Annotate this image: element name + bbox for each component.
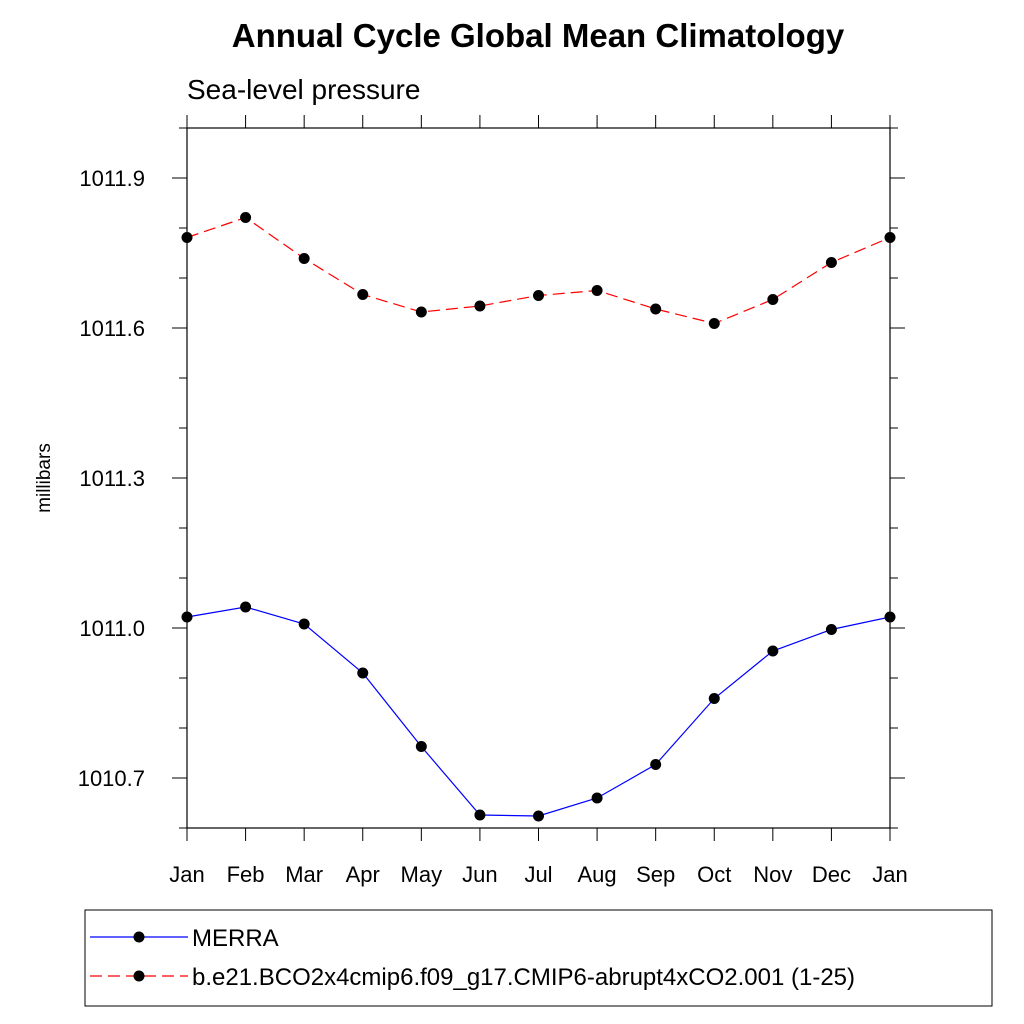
- y-axis-label: millibars: [34, 443, 55, 513]
- data-point: [181, 232, 193, 243]
- data-point: [650, 303, 662, 315]
- series-line: [186, 606, 891, 817]
- data-point: [884, 232, 896, 243]
- data-point: [240, 212, 252, 223]
- x-tick-label: Sep: [636, 862, 675, 887]
- data-point: [357, 667, 369, 679]
- data-point: [591, 285, 603, 296]
- x-tick-label: Jan: [169, 862, 204, 887]
- series-line: [186, 216, 891, 325]
- legend: MERRA b.e21.BCO2x4cmip6.f09_g17.CMIP6-abr…: [90, 925, 855, 991]
- data-point: [650, 759, 662, 770]
- x-tick-label: Mar: [285, 862, 323, 887]
- data-point: [474, 300, 486, 312]
- x-tick-labels: Jan Feb Mar Apr May Jun Jul Aug Sep Oct Nov Dec Jan: [169, 862, 907, 887]
- data-point: [591, 792, 603, 804]
- x-tick-label: Apr: [346, 862, 380, 887]
- chart-title: Annual Cycle Global Mean Climatology: [232, 17, 845, 54]
- data-point: [533, 290, 544, 301]
- data-point: [884, 611, 896, 623]
- y-tick-labels: 1010.7 1011.0 1011.3 1011.6 1011.9: [78, 166, 145, 791]
- data-point: [181, 611, 193, 623]
- data-point: [825, 257, 837, 268]
- legend-label: b.e21.BCO2x4cmip6.f09_g17.CMIP6-abrupt4x…: [192, 964, 855, 991]
- y-tick-label: 1011.0: [79, 616, 145, 641]
- x-tick-label: Jul: [524, 862, 552, 887]
- tick-marks: [172, 115, 905, 841]
- data-point: [533, 810, 544, 822]
- data-point: [767, 645, 779, 657]
- y-tick-label: 1011.6: [79, 316, 145, 341]
- x-tick-label: Jun: [462, 862, 497, 887]
- data-point: [474, 809, 486, 821]
- y-tick-label: 1010.7: [78, 766, 145, 791]
- chart-subtitle: Sea-level pressure: [187, 74, 420, 105]
- data-point: [415, 306, 427, 318]
- y-tick-label: 1011.9: [79, 166, 145, 191]
- series-layer: [181, 212, 896, 822]
- data-point: [415, 741, 427, 752]
- x-tick-label: Nov: [753, 862, 792, 887]
- x-tick-label: Aug: [578, 862, 617, 887]
- plot-frame: [186, 127, 891, 829]
- data-point: [825, 624, 837, 635]
- legend-marker: [133, 931, 145, 943]
- data-point: [298, 253, 310, 264]
- y-tick-label: 1011.3: [79, 466, 145, 491]
- x-tick-label: Oct: [697, 862, 731, 887]
- series-2: [181, 212, 896, 329]
- data-point: [767, 294, 779, 305]
- data-point: [298, 618, 310, 630]
- x-tick-label: Feb: [227, 862, 265, 887]
- data-point: [240, 601, 252, 613]
- series-1: [181, 601, 896, 822]
- data-point: [708, 693, 720, 704]
- data-point: [708, 318, 720, 329]
- x-tick-label: Jan: [872, 862, 907, 887]
- legend-marker: [133, 970, 145, 982]
- legend-box: [84, 909, 993, 1007]
- x-tick-label: May: [401, 862, 443, 887]
- data-point: [357, 289, 369, 300]
- legend-label: MERRA: [192, 925, 279, 952]
- x-tick-label: Dec: [812, 862, 851, 887]
